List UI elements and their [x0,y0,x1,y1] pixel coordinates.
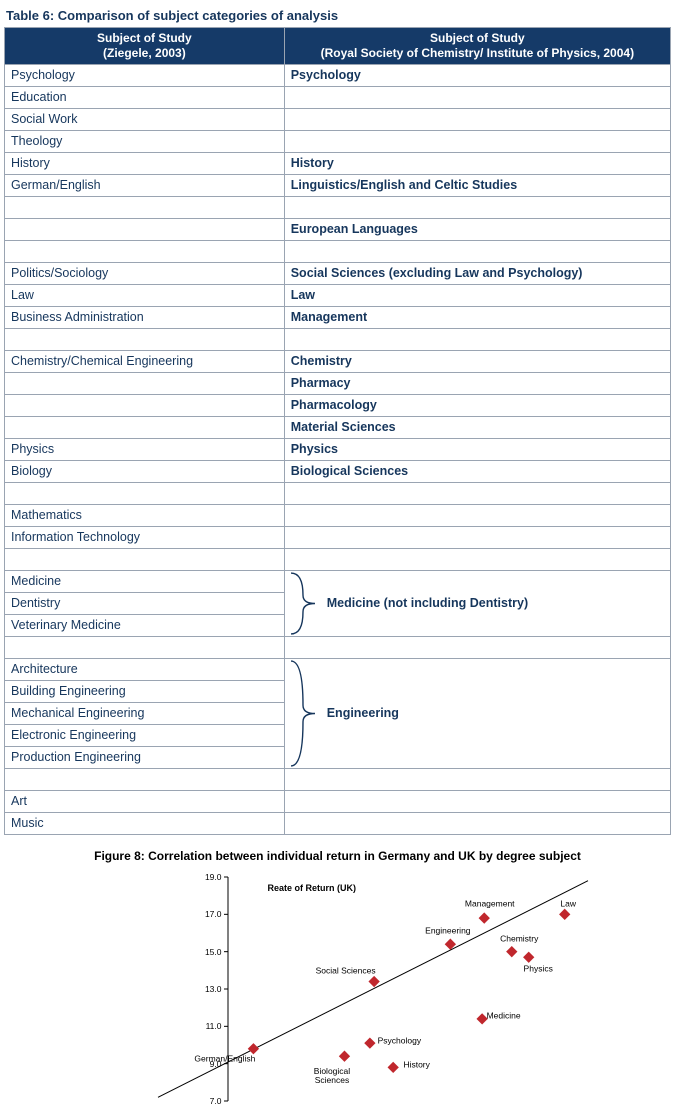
table-cell-left: Chemistry/Chemical Engineering [5,351,285,373]
table-cell-left [5,329,285,351]
scatter-point [476,1013,487,1024]
table-cell-right: Law [284,285,670,307]
table-header-left: Subject of Study (Ziegele, 2003) [5,28,285,65]
chart-svg [78,869,598,1109]
table-cell-right [284,769,670,791]
table-cell-right: European Languages [284,219,670,241]
table-cell-right [284,791,670,813]
table-cell-right [284,131,670,153]
table-cell-left [5,549,285,571]
scatter-point [368,976,379,987]
table-cell-right [284,505,670,527]
table-cell-right: Pharmacy [284,373,670,395]
table-cell-right [284,197,670,219]
table-cell-left [5,483,285,505]
scatter-point [364,1037,375,1048]
table-cell-left: Education [5,87,285,109]
scatter-point [523,952,534,963]
table-cell-left: Mechanical Engineering [5,703,285,725]
table-cell-right [284,527,670,549]
table-cell-right [284,549,670,571]
table-title: Table 6: Comparison of subject categorie… [4,6,671,27]
table-cell-left: Dentistry [5,593,285,615]
table-cell-right: Physics [284,439,670,461]
table-cell-left: Architecture [5,659,285,681]
scatter-point [247,1043,258,1054]
table-cell-left: Veterinary Medicine [5,615,285,637]
table-cell-left [5,241,285,263]
comparison-table: Subject of Study (Ziegele, 2003) Subject… [4,27,671,835]
table-cell-left: Electronic Engineering [5,725,285,747]
table-cell-left: History [5,153,285,175]
table-cell-left [5,219,285,241]
table-cell-right: Psychology [284,65,670,87]
table-cell-right [284,813,670,835]
table-cell-left: Art [5,791,285,813]
table-cell-right: Management [284,307,670,329]
table-cell-left: German/English [5,175,285,197]
table-cell-left: Mathematics [5,505,285,527]
scatter-point [506,946,517,957]
table-cell-left: Physics [5,439,285,461]
table-cell-left: Social Work [5,109,285,131]
table-cell-left [5,637,285,659]
scatter-chart: 19.017.015.013.011.09.07.0German/English… [78,869,598,1109]
table-cell-right [284,109,670,131]
table-cell-right [284,637,670,659]
scatter-point [387,1062,398,1073]
table-cell-left: Politics/Sociology [5,263,285,285]
table-cell-right-group: Medicine (not including Dentistry) [284,571,670,637]
table-cell-right: Social Sciences (excluding Law and Psych… [284,263,670,285]
figure-title: Figure 8: Correlation between individual… [4,849,671,863]
y-axis-title: Reate of Return (UK) [268,883,357,893]
table-cell-left: Business Administration [5,307,285,329]
table-cell-right: Chemistry [284,351,670,373]
scatter-point [559,909,570,920]
table-cell-right: Material Sciences [284,417,670,439]
header-right-line2: (Royal Society of Chemistry/ Institute o… [321,46,634,60]
table-cell-right [284,329,670,351]
scatter-point [478,912,489,923]
table-cell-right: Linguistics/English and Celtic Studies [284,175,670,197]
table-cell-left [5,417,285,439]
table-cell-left: Music [5,813,285,835]
table-cell-right: History [284,153,670,175]
table-cell-left: Building Engineering [5,681,285,703]
table-cell-right-group: Engineering [284,659,670,769]
table-cell-left: Biology [5,461,285,483]
header-left-line2: (Ziegele, 2003) [103,46,186,60]
header-right-line1: Subject of Study [430,31,525,45]
table-cell-right: Biological Sciences [284,461,670,483]
table-cell-right [284,241,670,263]
table-cell-left [5,197,285,219]
table-cell-left: Psychology [5,65,285,87]
table-cell-left [5,373,285,395]
header-left-line1: Subject of Study [97,31,192,45]
table-cell-left: Law [5,285,285,307]
table-cell-right [284,87,670,109]
table-cell-left [5,769,285,791]
table-cell-left [5,395,285,417]
table-cell-left: Production Engineering [5,747,285,769]
table-cell-left: Theology [5,131,285,153]
table-cell-right: Pharmacology [284,395,670,417]
table-cell-right [284,483,670,505]
table-cell-left: Medicine [5,571,285,593]
scatter-point [338,1051,349,1062]
table-cell-left: Information Technology [5,527,285,549]
table-header-right: Subject of Study (Royal Society of Chemi… [284,28,670,65]
